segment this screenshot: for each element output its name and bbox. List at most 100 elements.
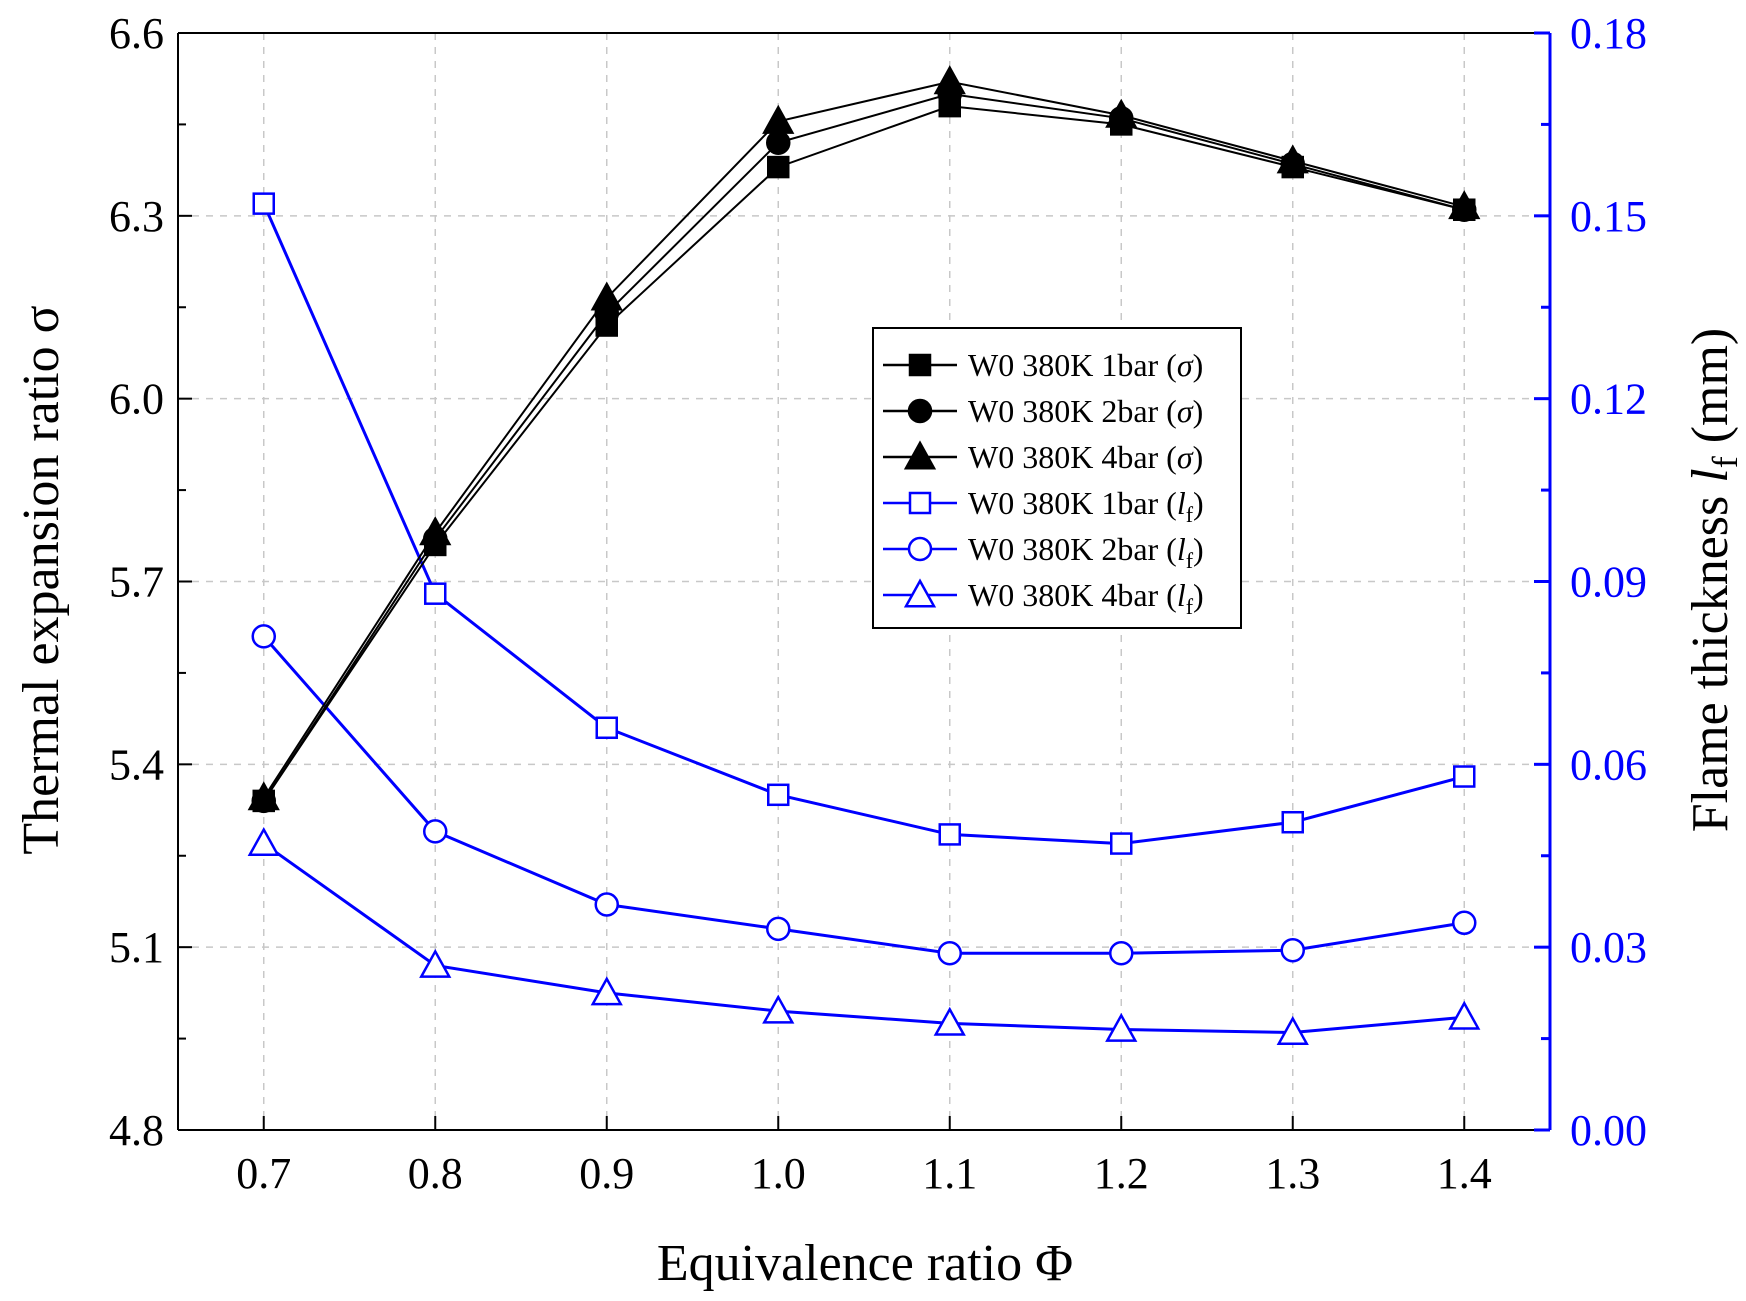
y-right-title-subscript: f [1705,456,1745,468]
legend-label: W0 380K 2bar (σ) [968,393,1203,429]
legend-label: W0 380K 1bar (σ) [968,347,1203,383]
legend-entry-4bar-lf: W0 380K 4bar (lf) [883,577,1204,619]
x-tick-label: 0.8 [408,1149,463,1198]
x-tick-label: 1.2 [1094,1149,1149,1198]
x-tick-label: 1.3 [1265,1149,1320,1198]
legend-box [872,327,1242,629]
legend-entry-1bar-lf: W0 380K 1bar (lf) [883,485,1204,527]
y-left-tick-label: 5.1 [109,923,164,972]
legend-marker-triangle [903,578,937,608]
y-right-tick-label: 0.15 [1570,192,1647,241]
data-point-2bar-lf [937,941,962,966]
data-point-4bar-sigma [1276,144,1309,174]
y-left-tick-label: 6.3 [109,192,164,241]
legend-marker-square [908,491,932,515]
grid-layer [178,33,1550,1130]
data-point-2bar-lf [251,624,276,649]
y-left-tick-label: 4.8 [109,1106,164,1155]
y-right-tick-label: 0.00 [1570,1106,1647,1155]
legend-entry-4bar-sigma: W0 380K 4bar (σ) [883,439,1203,475]
series-line-2bar-lf [262,635,1465,955]
data-point-2bar-sigma [766,130,791,155]
legend-label: W0 380K 4bar (σ) [968,439,1203,475]
x-tick-label: 1.1 [922,1149,977,1198]
data-point-1bar-lf [1110,832,1133,855]
data-point-1bar-lf [938,823,961,846]
data-point-4bar-lf [247,826,280,857]
series-line-1bar-lf [262,203,1465,846]
data-point-4bar-sigma [933,65,966,95]
data-point-4bar-lf [762,994,795,1024]
data-point-2bar-lf [423,819,448,844]
y-right-tick-label: 0.09 [1570,558,1647,607]
data-point-1bar-lf [424,582,447,605]
data-point-4bar-sigma [762,104,795,134]
y-left-tick-label: 5.4 [109,740,164,789]
data-point-4bar-lf [1105,1012,1138,1042]
y-left-tick-label: 6.6 [109,9,164,58]
data-point-4bar-lf [933,1006,966,1036]
series-4bar-lf [247,826,1481,1045]
legend-entry-1bar-sigma: W0 380K 1bar (σ) [883,347,1203,383]
data-point-2bar-lf [1109,941,1134,966]
data-point-1bar-sigma [767,155,790,179]
legend-label: W0 380K 4bar (lf) [968,577,1204,619]
y-right-tick-label: 0.18 [1570,9,1647,58]
legend: W0 380K 1bar (σ) W0 380K 2bar (σ) W0 380K … [872,327,1242,629]
series-4bar-sigma [247,65,1481,811]
y-right-title-main: Flame thickness [1682,483,1739,833]
data-point-2bar-lf [1452,910,1477,936]
data-point-1bar-lf [1281,810,1304,834]
legend-label: W0 380K 1bar (lf) [968,485,1204,527]
data-point-1bar-lf [1453,765,1476,788]
series-2bar-sigma [251,81,1477,814]
x-axis-title: Equivalence ratio Φ [657,1235,1073,1292]
y-right-tick-label: 0.12 [1570,375,1647,424]
series-line-4bar-sigma [262,80,1465,799]
x-tick-label: 1.0 [751,1149,806,1198]
series-line-1bar-sigma [262,105,1465,802]
data-point-1bar-lf [767,783,790,807]
y-left-tick-label: 5.7 [109,558,164,607]
x-tick-label: 0.7 [236,1149,291,1198]
y-right-tick-label: 0.03 [1570,923,1647,972]
y-right-title-symbol: l [1682,468,1739,482]
data-point-2bar-lf [766,916,791,942]
y-left-axis-title: Thermal expansion ratio σ [13,305,70,854]
data-point-2bar-lf [1280,937,1305,963]
data-point-1bar-lf [595,716,618,740]
data-point-4bar-sigma [247,781,280,811]
series-1bar-lf [252,192,1476,855]
axes-layer: 0.7 0.8 0.9 1.0 1.1 1.2 1.3 1.4 4.8 5.1 5.4 5.7 6.0 6… [109,9,1647,1198]
legend-marker-circle [907,398,933,424]
data-point-4bar-lf [590,976,623,1006]
legend-marker-circle [907,536,933,562]
data-point-4bar-lf [1448,1000,1481,1030]
data-point-4bar-sigma [1105,98,1138,128]
data-point-1bar-lf [252,192,275,215]
legend-entry-2bar-sigma: W0 380K 2bar (σ) [883,393,1203,429]
x-tick-label: 1.4 [1437,1149,1492,1198]
data-point-4bar-lf [419,948,452,978]
series-1bar-sigma [252,94,1476,813]
series-layer [247,65,1481,1045]
y-right-tick-label: 0.06 [1570,740,1647,789]
x-tick-label: 0.9 [579,1149,634,1198]
data-point-4bar-sigma [590,281,623,311]
y-left-tick-label: 6.0 [109,375,164,424]
data-point-4bar-sigma [1448,190,1481,220]
y-right-title-unit: (mm) [1682,328,1739,457]
legend-entry-2bar-lf: W0 380K 2bar (lf) [883,531,1204,573]
data-point-4bar-lf [1276,1015,1309,1045]
data-point-2bar-lf [594,892,619,917]
data-point-4bar-sigma [419,516,452,546]
legend-marker-square [908,353,932,377]
legend-label: W0 380K 2bar (lf) [968,531,1204,573]
y-right-axis-title: Flame thickness lf (mm) [1682,328,1745,833]
series-line-4bar-lf [262,842,1465,1034]
legend-marker-triangle [903,440,937,470]
series-2bar-lf [251,624,1477,966]
series-line-2bar-sigma [262,92,1465,802]
